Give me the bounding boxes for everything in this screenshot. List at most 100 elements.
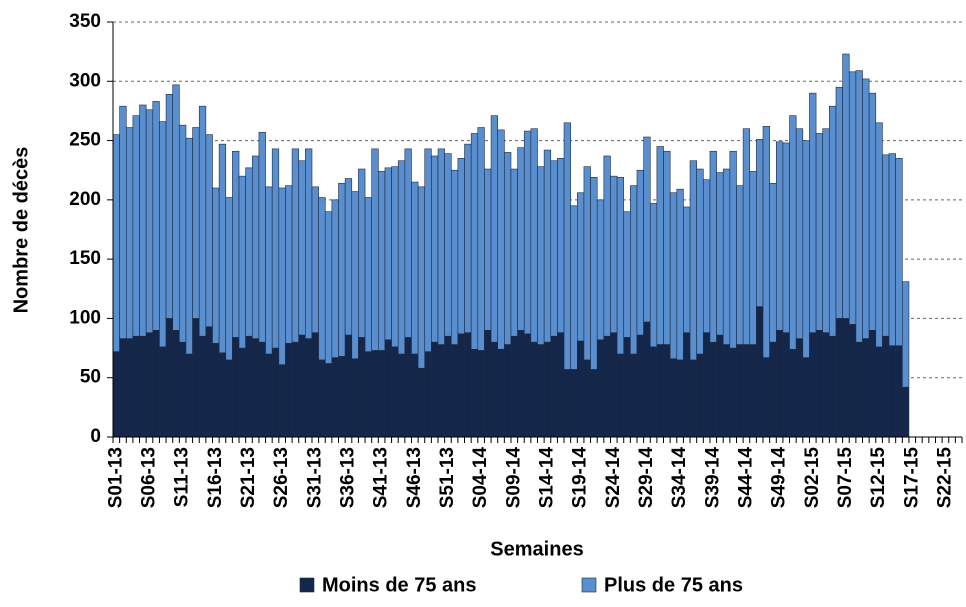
x-axis-title: Semaines xyxy=(490,538,583,560)
bar-segment xyxy=(550,335,558,438)
bar-segment xyxy=(902,281,910,388)
bar-segment xyxy=(125,338,134,438)
bar-segment xyxy=(291,148,300,343)
bar-segment xyxy=(570,205,578,370)
bar-segment xyxy=(888,345,896,438)
bar-segment xyxy=(358,337,366,438)
bar-segment xyxy=(437,148,445,345)
bar-segment xyxy=(769,341,777,438)
bar-segment xyxy=(722,344,731,438)
x-tick-label: S31-13 xyxy=(304,447,325,508)
bar-segment xyxy=(729,347,737,438)
bar-segment xyxy=(417,186,426,369)
bar-segment xyxy=(397,353,406,438)
bar-segment xyxy=(616,177,625,355)
bar-segment xyxy=(311,332,319,438)
bar-segment xyxy=(762,357,770,438)
bar-segment xyxy=(179,124,187,343)
y-tick-label: 250 xyxy=(69,130,101,151)
bar-segment xyxy=(179,341,187,438)
bar-segment xyxy=(232,337,240,438)
bar-segment xyxy=(139,335,147,438)
bar-segment xyxy=(338,182,346,357)
bar-segment xyxy=(689,160,697,361)
bar-segment xyxy=(391,346,399,438)
x-tick-label: S34-14 xyxy=(669,447,690,509)
x-tick-label: S11-13 xyxy=(172,447,193,507)
x-tick-label: S01-13 xyxy=(105,447,126,508)
bar-segment xyxy=(285,343,293,438)
bar-segment xyxy=(351,358,359,438)
bar-segment xyxy=(378,171,386,351)
bar-segment xyxy=(676,188,684,361)
bar-segment xyxy=(212,187,220,344)
bar-segment xyxy=(756,306,764,438)
bar-segment xyxy=(112,351,120,438)
x-tick-label: S02-15 xyxy=(802,447,823,509)
bar-segment xyxy=(882,154,890,337)
bar-segment xyxy=(344,178,353,336)
bar-segment xyxy=(563,369,571,438)
bar-segment xyxy=(258,341,266,438)
bar-segment xyxy=(285,185,293,344)
bar-segment xyxy=(378,350,386,438)
bar-segment xyxy=(364,351,372,438)
legend-label: Plus de 75 ans xyxy=(604,574,743,596)
y-axis-title: Nombre de décès xyxy=(10,147,32,314)
bar-segment xyxy=(119,105,127,339)
bar-segment xyxy=(543,149,552,343)
bar-segment xyxy=(868,329,877,438)
bar-segment xyxy=(762,126,770,358)
bar-segment xyxy=(510,168,518,337)
bar-segment xyxy=(278,364,286,438)
bar-segment xyxy=(683,206,691,333)
bar-segment xyxy=(815,329,824,438)
bar-segment xyxy=(683,332,691,438)
bar-segment xyxy=(238,347,246,438)
bar-segment xyxy=(603,335,611,438)
bar-segment xyxy=(583,359,591,438)
bar-segment xyxy=(835,318,843,438)
bar-segment xyxy=(145,109,154,333)
bar-segment xyxy=(371,350,379,438)
y-tick-label: 100 xyxy=(69,307,101,328)
bar-segment xyxy=(656,344,664,438)
bar-segment xyxy=(822,128,830,333)
bar-segment xyxy=(623,211,631,338)
bar-segment xyxy=(364,197,372,352)
bar-segment xyxy=(311,186,319,333)
bar-segment xyxy=(550,160,558,337)
bar-segment xyxy=(583,166,591,361)
bar-segment xyxy=(278,187,286,365)
bar-segment xyxy=(570,369,578,438)
bar-segment xyxy=(855,341,863,438)
bar-segment xyxy=(132,335,140,438)
x-tick-label: S17-15 xyxy=(901,447,922,509)
bar-segment xyxy=(709,150,717,343)
bar-segment xyxy=(351,191,359,360)
bar-segment xyxy=(636,334,644,438)
bar-segment xyxy=(716,172,724,336)
bar-segment xyxy=(185,137,193,355)
bar-segment xyxy=(457,158,465,335)
bar-segment xyxy=(782,332,790,438)
bar-segment xyxy=(192,318,200,438)
bar-segment xyxy=(152,101,160,331)
bar-segment xyxy=(371,148,379,351)
bar-segment xyxy=(411,181,419,355)
bar-segment xyxy=(318,359,326,438)
bar-segment xyxy=(643,321,651,438)
bar-segment xyxy=(444,153,452,337)
bar-segment xyxy=(769,182,777,343)
bar-segment xyxy=(484,329,492,438)
bar-segment xyxy=(271,347,280,438)
bar-segment xyxy=(484,168,492,331)
bar-segment xyxy=(404,337,412,438)
bar-segment xyxy=(331,357,339,438)
bar-segment xyxy=(855,70,863,343)
bar-segment xyxy=(749,344,757,438)
x-tick-label: S06-13 xyxy=(138,447,159,508)
bar-segment xyxy=(862,338,870,438)
bar-segment xyxy=(404,148,412,338)
bar-segment xyxy=(291,341,300,438)
